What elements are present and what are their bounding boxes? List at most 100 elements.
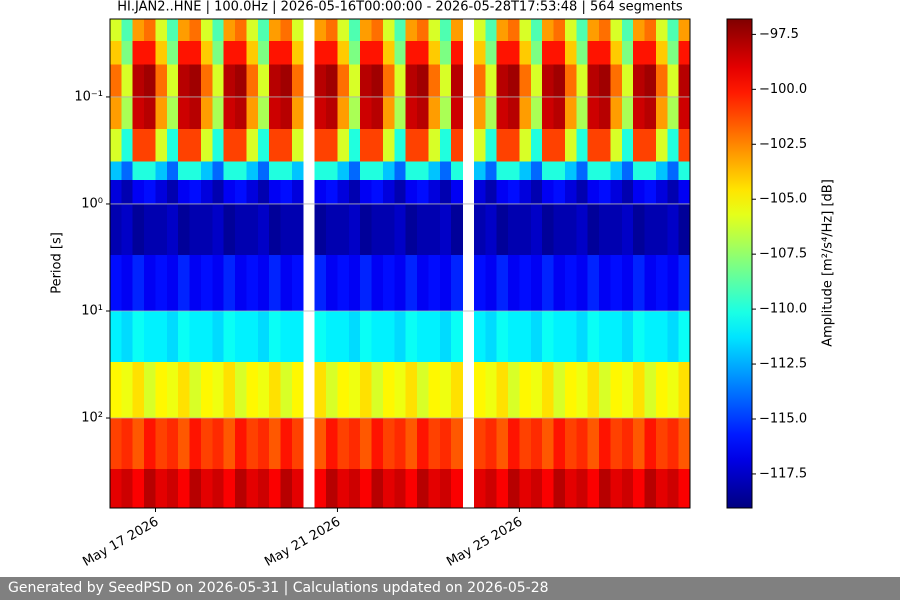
heatmap-cell <box>132 203 145 256</box>
heatmap-cell <box>360 161 372 181</box>
chart-title: HI.JAN2..HNE | 100.0Hz | 2026-05-16T00:0… <box>117 0 683 15</box>
heatmap-cell <box>291 161 304 181</box>
heatmap-cell <box>235 255 247 312</box>
heatmap-cell <box>496 96 509 130</box>
heatmap-cell <box>587 180 600 205</box>
heatmap-cell <box>235 64 247 98</box>
heatmap-cell <box>553 129 566 162</box>
heatmap-cell <box>166 96 179 130</box>
heatmap-cell <box>564 180 577 205</box>
heatmap-cell <box>189 469 202 509</box>
heatmap-cell <box>576 129 589 162</box>
heatmap-cell <box>314 64 327 98</box>
heatmap-cell <box>314 19 327 42</box>
heatmap-cell <box>382 180 395 205</box>
heatmap-cell <box>144 255 156 312</box>
heatmap-cell <box>155 362 168 419</box>
heatmap-cell <box>473 19 486 42</box>
heatmap-cell <box>132 161 145 181</box>
heatmap-cell <box>667 180 680 205</box>
heatmap-cell <box>326 418 338 470</box>
heatmap-cell <box>599 255 611 312</box>
heatmap-cell <box>405 40 418 66</box>
heatmap-cell <box>678 19 691 42</box>
heatmap-cell <box>326 40 338 66</box>
heatmap-cell <box>417 96 429 130</box>
heatmap-cell <box>553 180 566 205</box>
heatmap-cell <box>291 64 304 98</box>
heatmap-cell <box>200 362 213 419</box>
heatmap-cell <box>542 418 554 470</box>
heatmap-cell <box>564 255 577 312</box>
heatmap-cell <box>508 180 520 205</box>
heatmap-cell <box>451 180 463 205</box>
heatmap-cell <box>235 469 247 509</box>
heatmap-cell <box>530 96 543 130</box>
heatmap-cell <box>621 362 634 419</box>
heatmap-cell <box>178 203 191 256</box>
heatmap-cell <box>485 418 498 470</box>
heatmap-cell <box>587 203 600 256</box>
heatmap-cell <box>189 129 202 162</box>
heatmap-cell <box>564 161 577 181</box>
heatmap-cell <box>417 203 429 256</box>
heatmap-cell <box>542 362 554 419</box>
heatmap-cell <box>496 129 509 162</box>
heatmap-cell <box>246 362 259 419</box>
heatmap-cell <box>212 96 225 130</box>
heatmap-cell <box>132 310 145 363</box>
heatmap-cell <box>257 469 270 509</box>
heatmap-cell <box>246 180 259 205</box>
heatmap-cell <box>235 40 247 66</box>
heatmap-cell <box>280 469 293 509</box>
heatmap-cell <box>667 161 680 181</box>
heatmap-cell <box>451 418 463 470</box>
heatmap-cell <box>360 469 372 509</box>
heatmap-cell <box>667 96 680 130</box>
heatmap-cell <box>428 96 441 130</box>
heatmap-cell <box>144 418 156 470</box>
heatmap-cell <box>371 19 384 42</box>
heatmap-cell <box>337 161 350 181</box>
heatmap-cell <box>314 203 327 256</box>
heatmap-cell <box>587 469 600 509</box>
heatmap-cell <box>382 310 395 363</box>
heatmap-cell <box>485 362 498 419</box>
heatmap-cell <box>633 64 645 98</box>
heatmap-cell <box>189 180 202 205</box>
heatmap-cell <box>223 180 236 205</box>
heatmap-cell <box>530 310 543 363</box>
heatmap-cell <box>314 96 327 130</box>
heatmap-cell <box>678 40 691 66</box>
y-tick-label: 10¹ <box>81 303 103 318</box>
heatmap-cell <box>212 129 225 162</box>
heatmap-cell <box>530 469 543 509</box>
heatmap-cell <box>382 64 395 98</box>
heatmap-cell <box>280 40 293 66</box>
heatmap-cell <box>678 180 691 205</box>
heatmap-cell <box>610 255 623 312</box>
heatmap-cell <box>132 255 145 312</box>
heatmap-cell <box>246 96 259 130</box>
heatmap-cell <box>451 203 463 256</box>
heatmap-cell <box>246 129 259 162</box>
heatmap-cell <box>439 418 452 470</box>
heatmap-cell <box>587 310 600 363</box>
heatmap-cell <box>348 418 361 470</box>
heatmap-cell <box>508 40 520 66</box>
heatmap-cell <box>599 129 611 162</box>
heatmap-cell <box>576 19 589 42</box>
heatmap-cell <box>553 469 566 509</box>
heatmap-cell <box>132 96 145 130</box>
heatmap-cell <box>121 96 134 130</box>
heatmap-cell <box>144 180 156 205</box>
heatmap-cell <box>132 64 145 98</box>
heatmap-cell <box>576 96 589 130</box>
heatmap-cell <box>564 40 577 66</box>
heatmap-cell <box>348 362 361 419</box>
heatmap-cell <box>166 40 179 66</box>
heatmap-cell <box>337 180 350 205</box>
heatmap-cell <box>678 255 691 312</box>
heatmap-cell <box>121 161 134 181</box>
heatmap-cell <box>110 161 122 181</box>
